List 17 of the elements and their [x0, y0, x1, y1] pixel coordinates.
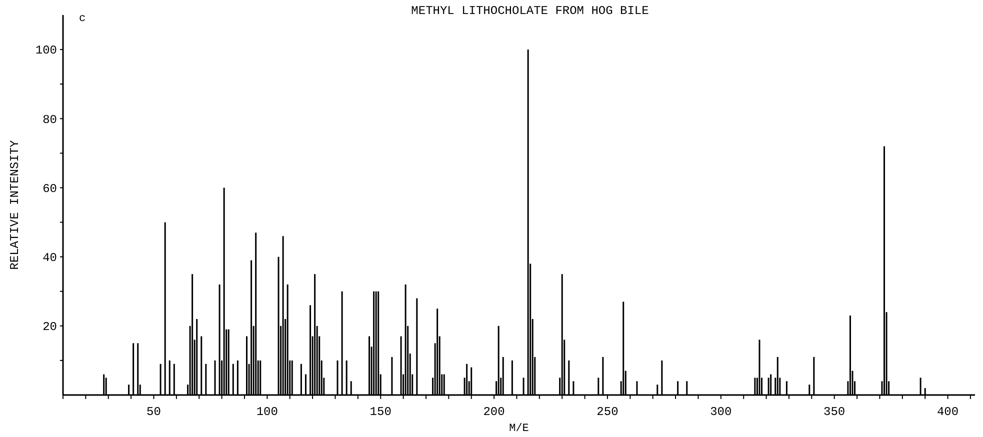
x-tick-label: 50: [146, 405, 161, 419]
chart-title: METHYL LITHOCHOLATE FROM HOG BILE: [411, 4, 649, 18]
x-tick-label: 200: [483, 405, 505, 419]
y-axis-title: RELATIVE INTENSITY: [8, 140, 22, 270]
y-tick-label: 80: [42, 112, 57, 127]
y-tick-label: 100: [35, 44, 57, 58]
y-tick-label: 40: [42, 251, 57, 266]
x-tick-label: 350: [824, 405, 846, 419]
x-tick-label: 150: [370, 405, 392, 419]
y-tick-label: 60: [42, 182, 57, 196]
x-axis-title: M/E: [509, 423, 530, 435]
x-tick-label: 300: [710, 405, 732, 419]
y-tick-label: 20: [42, 320, 57, 334]
annotation: c: [79, 13, 86, 25]
x-tick-label: 250: [596, 405, 618, 419]
x-tick-label: 100: [256, 405, 278, 419]
x-tick-label: 400: [936, 405, 959, 419]
